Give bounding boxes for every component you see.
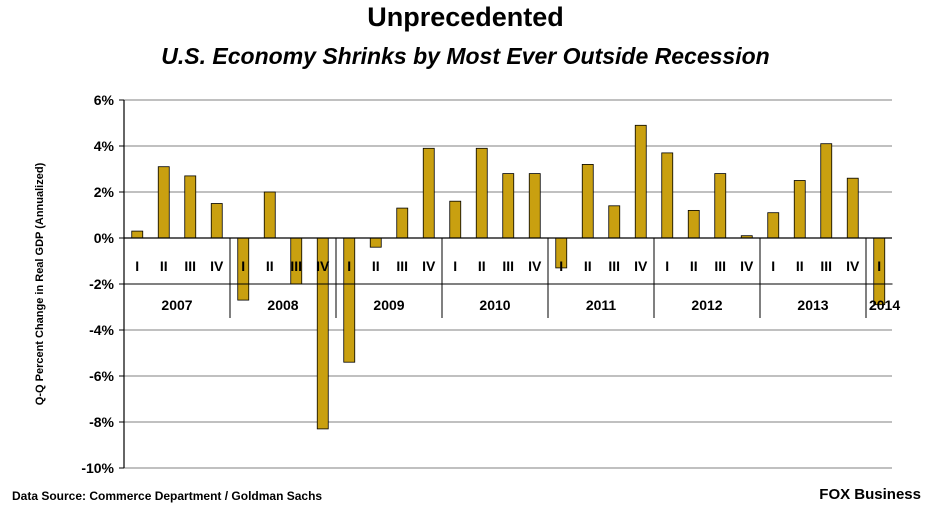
quarter-label: IV <box>634 258 648 274</box>
quarter-label: I <box>665 258 669 274</box>
quarter-label: I <box>241 258 245 274</box>
quarter-label: II <box>160 258 168 274</box>
bar <box>449 200 462 239</box>
bar <box>528 173 541 239</box>
year-label: 2012 <box>691 297 722 313</box>
bar <box>422 147 435 239</box>
bar <box>767 212 780 239</box>
brand-label: FOX Business <box>819 486 921 503</box>
bar <box>634 124 647 239</box>
quarter-label: III <box>396 258 408 274</box>
quarter-label: IV <box>316 258 330 274</box>
y-tick-label: -8% <box>89 414 114 430</box>
bar <box>369 237 382 248</box>
year-label: 2011 <box>586 297 617 313</box>
year-label: 2010 <box>479 297 510 313</box>
quarter-label: IV <box>528 258 542 274</box>
y-tick-label: 0% <box>94 230 115 246</box>
year-label: 2007 <box>161 297 192 313</box>
y-tick-label: -4% <box>89 322 114 338</box>
bar <box>184 175 197 239</box>
quarter-label: IV <box>846 258 860 274</box>
quarter-label: I <box>771 258 775 274</box>
quarter-label: III <box>608 258 620 274</box>
quarter-label: III <box>502 258 514 274</box>
bar <box>502 173 515 239</box>
quarter-label: II <box>478 258 486 274</box>
bar <box>157 166 170 239</box>
bar <box>396 207 409 239</box>
bar <box>581 163 594 239</box>
bar <box>608 205 621 239</box>
y-tick-label: -2% <box>89 276 114 292</box>
quarter-label: IV <box>422 258 436 274</box>
quarter-label: I <box>559 258 563 274</box>
y-tick-label: -6% <box>89 368 114 384</box>
chart-subtitle: U.S. Economy Shrinks by Most Ever Outsid… <box>161 43 770 69</box>
y-tick-label: 2% <box>94 184 115 200</box>
quarter-label: II <box>372 258 380 274</box>
quarter-label: IV <box>740 258 754 274</box>
quarter-label: I <box>135 258 139 274</box>
bar <box>820 143 833 239</box>
bar <box>846 177 859 239</box>
year-label: 2009 <box>373 297 404 313</box>
quarter-label: II <box>690 258 698 274</box>
y-tick-label: -10% <box>81 460 114 476</box>
quarter-label: II <box>796 258 804 274</box>
bars <box>131 124 886 430</box>
data-source-note: Data Source: Commerce Department / Goldm… <box>12 489 323 503</box>
axis-labels: 6%4%2%0%-2%-4%-6%-8%-10%I II III IV I II III IV… <box>81 92 900 476</box>
quarter-label: I <box>453 258 457 274</box>
bar <box>210 203 223 239</box>
bar <box>343 237 356 363</box>
quarter-label: I <box>877 258 881 274</box>
y-tick-label: 4% <box>94 138 115 154</box>
bar <box>661 152 674 239</box>
quarter-label: III <box>290 258 302 274</box>
quarter-label: III <box>184 258 196 274</box>
y-tick-label: 6% <box>94 92 115 108</box>
quarter-label: III <box>820 258 832 274</box>
quarter-label: I <box>347 258 351 274</box>
bar <box>475 147 488 239</box>
bar <box>793 180 806 239</box>
chart-title: Unprecedented <box>367 2 564 32</box>
quarter-label: IV <box>210 258 224 274</box>
year-label: 2014 <box>869 297 900 313</box>
quarter-label: II <box>584 258 592 274</box>
bar <box>714 173 727 239</box>
bar <box>687 209 700 239</box>
quarter-label: II <box>266 258 274 274</box>
bar <box>263 191 276 239</box>
y-axis-label: Q-Q Percent Change in Real GDP (Annualiz… <box>34 162 46 405</box>
axes <box>119 99 893 469</box>
bar <box>131 230 144 239</box>
year-label: 2013 <box>797 297 828 313</box>
year-label: 2008 <box>267 297 298 313</box>
quarter-label: III <box>714 258 726 274</box>
